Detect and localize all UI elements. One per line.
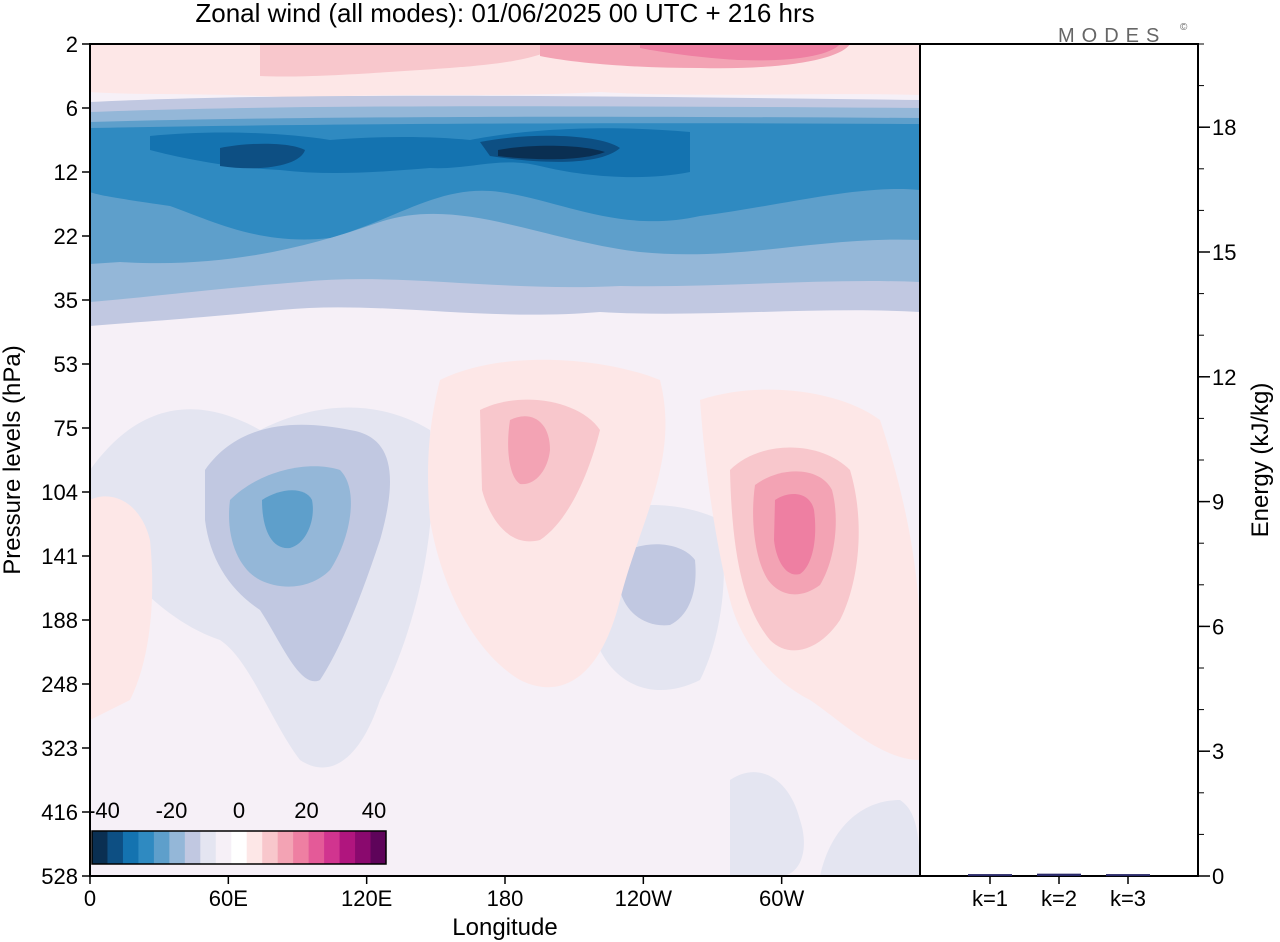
energy-axis-label: Energy (kJ/kg)	[1247, 383, 1274, 538]
colorbar-label: -40	[88, 798, 120, 823]
lower-easterly-patch	[730, 772, 804, 876]
jet-layer-6	[220, 135, 620, 169]
energy-tick-label: 9	[1212, 490, 1224, 515]
y-axis: 2 6 12 22 35 53 75 104 141 188 248 323 416 528	[41, 32, 90, 889]
x-tick-label: 120E	[341, 886, 392, 911]
energy-tick-label: 6	[1212, 614, 1224, 639]
westerly-cell-60w-core	[774, 494, 816, 575]
colorbar-label: 20	[294, 798, 318, 823]
y-tick-label: 12	[54, 160, 78, 185]
y-tick-label: 323	[41, 736, 78, 761]
energy-category-label: k=3	[1110, 886, 1146, 911]
colorbar-swatch	[262, 831, 279, 864]
y-tick-label: 248	[41, 672, 78, 697]
y-tick-label: 188	[41, 608, 78, 633]
x-axis: 0 60E 120E 180 120W 60W	[84, 876, 805, 911]
colorbar-swatch	[370, 831, 387, 864]
colorbar-swatch	[153, 831, 170, 864]
colorbar-swatch	[231, 831, 248, 864]
y-axis-label: Pressure levels (hPa)	[0, 345, 26, 574]
jet-core	[498, 145, 605, 160]
energy-bar	[1037, 873, 1081, 876]
energy-tick-label: 3	[1212, 739, 1224, 764]
colorbar-label: -20	[156, 798, 188, 823]
x-tick-label: 60E	[209, 886, 248, 911]
westerly-cell-date-line-core	[508, 416, 550, 485]
y-tick-label: 6	[66, 96, 78, 121]
westerly-patch-0	[90, 496, 153, 720]
chart-title: Zonal wind (all modes): 01/06/2025 00 UT…	[195, 0, 814, 28]
colorbar-swatch	[277, 831, 294, 864]
x-axis-label: Longitude	[452, 914, 557, 941]
colorbar: -40 -20 0 20 40	[88, 798, 387, 865]
colorbar-swatch	[215, 831, 232, 864]
energy-tick-label: 12	[1212, 365, 1236, 390]
y-tick-label: 141	[41, 544, 78, 569]
energy-bars: k=1 k=2 k=3	[968, 873, 1150, 911]
easterly-cell-core	[262, 490, 313, 549]
upper-westerly-core	[260, 44, 560, 77]
y-tick-label: 35	[54, 288, 78, 313]
colorbar-swatch	[339, 831, 356, 864]
brand-logo: MODES	[1058, 25, 1166, 47]
lower-easterly-patch-east	[820, 800, 920, 876]
x-tick-label: 180	[487, 886, 524, 911]
easterly-cell-west-core	[620, 544, 696, 626]
colorbar-swatch	[138, 831, 155, 864]
colorbar-swatch	[169, 831, 186, 864]
brand-mark: ©	[1180, 22, 1188, 33]
energy-panel-frame	[919, 43, 1199, 877]
colorbar-frame	[91, 830, 387, 865]
energy-tick-label: 18	[1212, 115, 1236, 140]
colorbar-swatch	[92, 831, 108, 864]
colorbar-swatch	[308, 831, 325, 864]
y-tick-label: 2	[66, 32, 78, 57]
colorbar-swatch	[355, 831, 372, 864]
y-tick-label: 75	[54, 416, 78, 441]
y-tick-label: 22	[54, 224, 78, 249]
colorbar-swatch	[122, 831, 139, 864]
colorbar-label: 0	[233, 798, 245, 823]
energy-tick-label: 0	[1212, 864, 1224, 889]
colorbar-swatch	[107, 831, 124, 864]
x-tick-label: 120W	[615, 886, 673, 911]
energy-bar	[1106, 874, 1150, 877]
colorbar-swatch	[293, 831, 310, 864]
colorbar-label: 40	[362, 798, 386, 823]
colorbar-swatch	[184, 831, 201, 864]
energy-tick-label: 15	[1212, 240, 1236, 265]
colorbar-swatch	[200, 831, 217, 864]
energy-category-label: k=1	[972, 886, 1008, 911]
y-tick-label: 416	[41, 800, 78, 825]
y-tick-label: 528	[41, 864, 78, 889]
x-tick-label: 60W	[759, 886, 804, 911]
y-tick-label: 53	[54, 352, 78, 377]
heatmap-field	[90, 44, 920, 876]
energy-axis: 0 3 6 9 12 15 18	[1198, 43, 1236, 889]
upper-westerly-peak	[640, 44, 840, 61]
x-tick-label: 0	[84, 886, 96, 911]
colorbar-swatch	[324, 831, 341, 864]
colorbar-swatch	[246, 831, 263, 864]
y-tick-label: 104	[41, 480, 78, 505]
energy-category-label: k=2	[1041, 886, 1077, 911]
energy-bar	[968, 874, 1012, 877]
